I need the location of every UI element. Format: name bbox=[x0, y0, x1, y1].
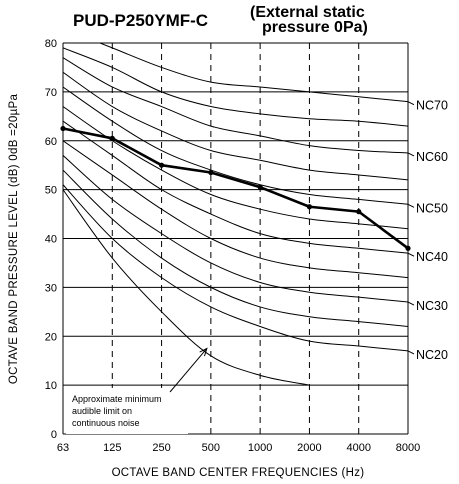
nc-curve bbox=[63, 169, 408, 327]
y-tick-label: 0 bbox=[51, 429, 57, 441]
nc-labels: NC70 NC60 NC50 NC40 NC30 NC20 bbox=[407, 99, 448, 362]
y-tick-label: 20 bbox=[45, 331, 57, 343]
nc-curve bbox=[63, 106, 408, 230]
nc-curves bbox=[63, 43, 408, 352]
chart-title: PUD-P250YMF-C bbox=[73, 11, 208, 30]
nc-curve bbox=[63, 120, 408, 254]
nc-curve bbox=[98, 43, 408, 103]
nc-label: NC70 bbox=[416, 99, 448, 113]
data-series bbox=[60, 125, 411, 251]
chart-subtitle-line1: (External static bbox=[250, 4, 365, 21]
nc-label: NC40 bbox=[416, 250, 448, 264]
series-point bbox=[208, 169, 214, 176]
y-axis-label: OCTAVE BAND PRESSURE LEVEL (dB) 0dB =20µ… bbox=[8, 94, 20, 385]
x-tick-label: 1000 bbox=[248, 442, 272, 454]
tick-labels: 0 10 20 30 40 50 60 70 80 63 125 250 500 1000 2000 4000… bbox=[45, 38, 420, 454]
series-line bbox=[62, 127, 409, 250]
series-point bbox=[356, 209, 362, 215]
series-point bbox=[257, 184, 263, 190]
y-tick-label: 10 bbox=[45, 380, 57, 392]
nc-label-leader bbox=[407, 152, 415, 157]
nc-label-leader bbox=[407, 101, 415, 106]
nc-curve bbox=[63, 155, 408, 303]
nc-label-leader bbox=[407, 203, 415, 208]
x-axis-label: OCTAVE BAND CENTER FREQUENCIES (Hz) bbox=[112, 467, 365, 479]
annotation-box: Approximate minimum audible limit on con… bbox=[66, 388, 188, 434]
series-point bbox=[306, 204, 313, 210]
x-tick-label: 500 bbox=[202, 442, 220, 454]
x-tick-label: 250 bbox=[152, 442, 170, 454]
nc-label: NC50 bbox=[416, 201, 448, 215]
series-point bbox=[109, 135, 115, 141]
arrow-shaft bbox=[169, 348, 208, 393]
nc-label-leader bbox=[407, 252, 415, 257]
x-tick-label: 63 bbox=[57, 442, 69, 454]
y-tick-label: 40 bbox=[45, 234, 57, 246]
nc-curve bbox=[63, 86, 408, 205]
y-tick-label: 30 bbox=[45, 282, 57, 294]
annotation-line2: audible limit on bbox=[72, 406, 132, 416]
audible-limit bbox=[62, 189, 310, 386]
grid bbox=[62, 42, 409, 435]
y-tick-label: 70 bbox=[45, 87, 57, 99]
x-tick-label: 4000 bbox=[346, 442, 370, 454]
nc-label: NC60 bbox=[416, 150, 448, 164]
arrow-head bbox=[199, 347, 208, 357]
nc-label: NC30 bbox=[416, 299, 448, 313]
nc-label-leader bbox=[407, 301, 415, 306]
series-point bbox=[405, 245, 411, 251]
nc-label-leader bbox=[407, 350, 415, 355]
nc-curve bbox=[63, 47, 408, 127]
nc-label: NC20 bbox=[416, 348, 448, 362]
nc-curve bbox=[63, 140, 408, 279]
annotation-line1: Approximate minimum bbox=[72, 394, 162, 404]
series-point bbox=[60, 125, 66, 132]
y-tick-label: 80 bbox=[45, 38, 57, 50]
annotation-line3: continuous noise bbox=[72, 418, 140, 428]
audible-limit-curve bbox=[62, 189, 310, 386]
series-point bbox=[158, 162, 165, 168]
y-tick-label: 50 bbox=[45, 185, 57, 197]
x-tick-label: 125 bbox=[103, 442, 121, 454]
y-tick-label: 60 bbox=[45, 136, 57, 148]
annotation-arrow bbox=[169, 347, 208, 393]
x-tick-label: 8000 bbox=[396, 442, 420, 454]
nc-curve bbox=[63, 57, 408, 154]
x-tick-label: 2000 bbox=[297, 442, 321, 454]
nc-curve bbox=[63, 71, 408, 181]
chart-subtitle-line2: pressure 0Pa) bbox=[262, 19, 368, 36]
nc-curve bbox=[63, 184, 408, 352]
